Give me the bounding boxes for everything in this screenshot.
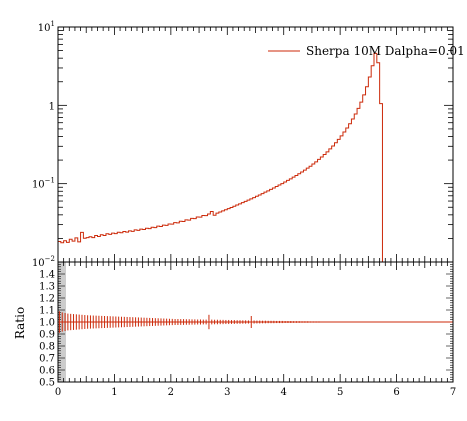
ratio-x-tick-label: 1 <box>111 387 117 398</box>
main-plot-frame <box>57 26 454 263</box>
main-y-tick-labels: 101 1 10−1 10−2 <box>32 20 55 269</box>
ratio-x-tick-label: 2 <box>168 387 174 398</box>
ratio-x-tick-label: 6 <box>393 387 399 398</box>
ratio-x-tick-label: 4 <box>281 387 287 398</box>
legend-label: Sherpa 10M Dalpha=0.01 <box>306 44 465 58</box>
main-panel: 101 1 10−1 10−2 Sherpa 10M Dalpha=0.01 <box>32 20 465 269</box>
ratio-x-tick-label: 0 <box>55 387 61 398</box>
ratio-x-tick-labels: 0 1 2 3 4 5 6 7 <box>55 387 456 398</box>
ratio-y-tick-label: 0.8 <box>39 342 55 353</box>
main-y-tick-label: 10−2 <box>32 255 55 269</box>
legend: Sherpa 10M Dalpha=0.01 <box>268 44 465 58</box>
ratio-y-tick-label: 0.6 <box>39 366 55 377</box>
main-axis-ticks <box>57 27 454 263</box>
ratio-x-tick-label: 5 <box>337 387 343 398</box>
ratio-y-tick-label: 1.4 <box>39 270 55 281</box>
ratio-y-tick-label: 1.3 <box>39 282 55 293</box>
ratio-y-tick-label: 0.5 <box>39 378 55 389</box>
ratio-y-tick-label: 0.9 <box>39 330 55 341</box>
main-y-tick-label: 101 <box>38 20 55 34</box>
main-y-tick-label: 10−1 <box>32 177 55 191</box>
ratio-y-tick-labels: 0.50.60.70.80.91.01.11.21.31.4 <box>39 270 55 389</box>
ratio-plot-frame <box>57 261 454 383</box>
ratio-y-axis-label: Ratio <box>13 307 27 339</box>
ratio-y-tick-label: 1.2 <box>39 294 55 305</box>
ratio-y-tick-label: 1.1 <box>39 306 55 317</box>
ratio-x-tick-label: 3 <box>224 387 230 398</box>
main-y-tick-label: 1 <box>49 101 55 112</box>
ratio-y-tick-label: 0.7 <box>39 354 55 365</box>
ratio-x-tick-label: 7 <box>450 387 456 398</box>
main-histogram-line <box>58 52 383 262</box>
ratio-y-tick-label: 1.0 <box>39 318 55 329</box>
